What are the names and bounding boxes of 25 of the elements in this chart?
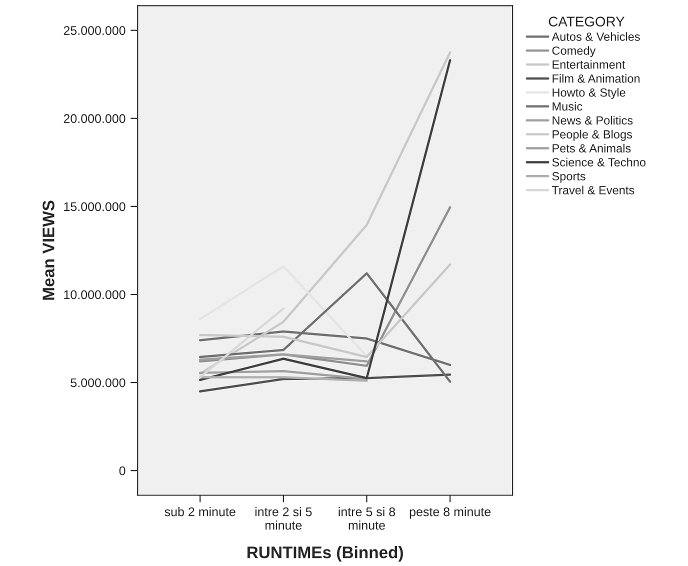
legend-label: Sports [552, 172, 586, 183]
y-tick-label: 25.000.000 [64, 26, 126, 35]
y-tick-label: 10.000.000 [64, 290, 126, 300]
legend-label: Film & Animation [552, 74, 640, 83]
legend-label: People & Blogs [552, 130, 632, 141]
y-tick-label: 20.000.000 [64, 114, 126, 124]
legend-label: Comedy [552, 46, 596, 58]
x-tick-label: sub 2 minute [164, 507, 236, 516]
x-tick-label: intre 2 si 5 minute [255, 507, 312, 530]
legend-label: Entertainment [552, 60, 626, 69]
y-axis-title: Mean VIEWS [42, 200, 54, 300]
y-tick-label: 0 [119, 466, 126, 476]
y-tick-label: 5.000.000 [70, 378, 126, 388]
legend-title: CATEGORY [548, 16, 625, 26]
y-tick-label: 15.000.000 [64, 202, 126, 212]
legend-label: Travel & Events [552, 186, 634, 194]
legend-label: Music [552, 102, 582, 111]
legend-label: News & Politics [552, 116, 633, 125]
legend-label: Autos & Vehicles [552, 32, 640, 41]
x-tick-label: intre 5 si 8 minute [338, 507, 396, 530]
x-axis-title: RUNTIMEs (Binned) [248, 546, 403, 562]
legend-label: Science & Techno [552, 158, 646, 166]
x-tick-label: peste 8 minute [410, 507, 491, 519]
legend-label: Howto & Style [552, 88, 626, 100]
legend-label: Pets & Animals [552, 144, 631, 153]
